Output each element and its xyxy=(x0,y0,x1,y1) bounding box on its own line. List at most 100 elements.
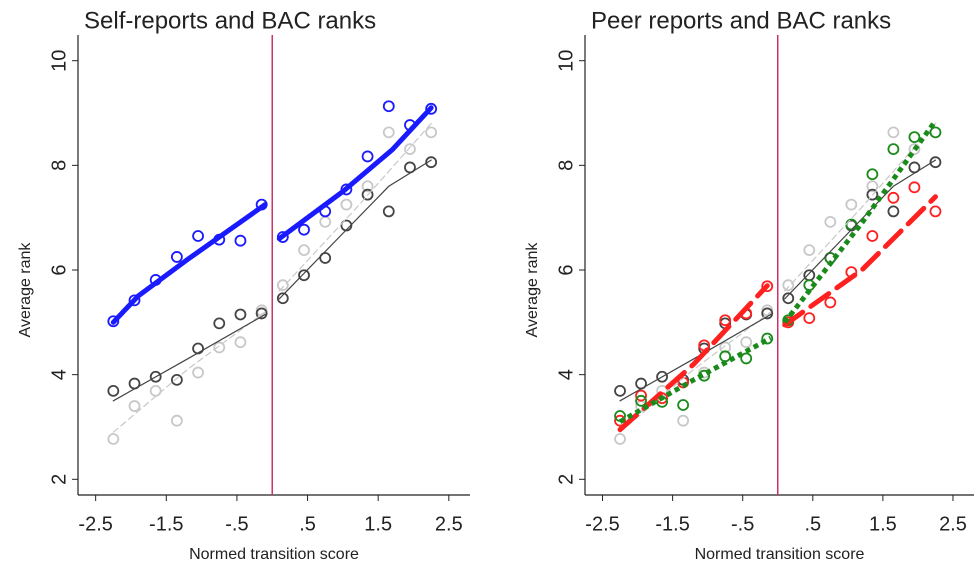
data-point xyxy=(425,126,438,139)
data-point xyxy=(404,143,416,156)
data-point xyxy=(866,188,879,201)
data-point xyxy=(425,102,438,115)
data-point xyxy=(740,352,753,365)
fit-line xyxy=(619,313,772,402)
data-point xyxy=(192,342,204,355)
y-tick-label: 6 xyxy=(555,264,577,275)
x-tick-label: -1.5 xyxy=(655,513,689,535)
data-point xyxy=(761,304,774,317)
x-tick-label: .5 xyxy=(804,513,821,535)
data-point xyxy=(614,384,626,397)
data-point xyxy=(656,370,668,383)
data-point xyxy=(192,230,204,242)
data-point xyxy=(782,292,795,305)
data-point xyxy=(908,143,921,156)
data-point xyxy=(340,183,353,196)
data-point xyxy=(929,205,942,218)
x-tick-label: -2.5 xyxy=(585,513,619,535)
data-point xyxy=(361,180,374,193)
x-tick-label: -.5 xyxy=(731,513,754,535)
y-tick-label: 10 xyxy=(48,50,70,72)
x-axis-label: Normed transition score xyxy=(695,546,865,563)
data-point xyxy=(298,223,310,236)
fit-line xyxy=(782,194,938,328)
data-point xyxy=(298,244,310,257)
data-point xyxy=(107,384,120,397)
data-point xyxy=(887,143,900,156)
data-point xyxy=(635,394,647,407)
fit-line xyxy=(784,122,937,292)
fit-line xyxy=(784,159,937,300)
data-point xyxy=(887,205,900,218)
data-point xyxy=(255,307,268,320)
data-point xyxy=(213,317,226,330)
y-tick-label: 8 xyxy=(48,160,70,171)
chart-title: Peer reports and BAC ranks xyxy=(591,7,891,34)
data-point xyxy=(255,304,268,317)
data-point xyxy=(319,252,332,264)
fit-line xyxy=(112,311,266,433)
data-point xyxy=(887,126,900,139)
data-point xyxy=(887,191,900,204)
data-point xyxy=(361,188,374,201)
data-point xyxy=(677,399,690,411)
y-tick-label: 10 xyxy=(555,50,577,72)
data-point xyxy=(234,308,247,321)
data-point xyxy=(866,180,879,193)
data-point xyxy=(824,215,837,228)
data-point xyxy=(614,433,626,445)
data-point xyxy=(929,126,942,139)
data-point xyxy=(213,341,226,354)
data-point xyxy=(677,414,690,427)
data-point xyxy=(382,126,395,139)
data-point xyxy=(170,251,183,263)
data-point xyxy=(782,279,795,292)
data-point xyxy=(234,234,247,247)
data-point xyxy=(361,150,374,163)
x-tick-label: -2.5 xyxy=(78,513,112,535)
x-tick-label: 1.5 xyxy=(364,513,392,535)
data-point xyxy=(824,296,837,309)
data-point xyxy=(382,205,395,218)
data-point xyxy=(149,370,162,383)
data-point xyxy=(761,307,774,320)
data-point xyxy=(298,269,310,282)
data-point xyxy=(107,433,120,445)
fit-line xyxy=(278,122,432,292)
data-point xyxy=(128,294,141,307)
data-point xyxy=(803,269,816,282)
data-point xyxy=(719,341,732,354)
y-tick-label: 2 xyxy=(555,474,577,485)
x-axis-label: Normed transition score xyxy=(189,546,359,563)
fit-line xyxy=(617,283,770,433)
data-point xyxy=(635,389,647,402)
data-point xyxy=(404,161,416,174)
data-point xyxy=(276,279,289,292)
x-tick-label: -.5 xyxy=(225,513,248,535)
fit-line xyxy=(112,313,266,402)
fit-line xyxy=(618,335,772,424)
fit-line xyxy=(276,105,434,242)
fit-line xyxy=(619,311,772,433)
y-tick-label: 6 xyxy=(48,264,70,275)
data-point xyxy=(319,215,332,228)
fit-line xyxy=(782,119,938,324)
y-axis-label: Average rank xyxy=(17,242,34,338)
data-point xyxy=(149,384,162,397)
data-point xyxy=(845,198,858,211)
data-point xyxy=(107,315,120,328)
data-point xyxy=(234,336,247,349)
data-point xyxy=(761,332,774,345)
x-tick-label: -1.5 xyxy=(149,513,183,535)
fit-line xyxy=(278,159,432,300)
data-point xyxy=(929,156,942,169)
data-point xyxy=(803,312,816,325)
x-tick-label: 1.5 xyxy=(869,513,897,535)
data-point xyxy=(908,161,921,174)
data-point xyxy=(803,244,816,257)
data-point xyxy=(192,366,204,379)
data-point xyxy=(908,181,921,194)
x-tick-label: .5 xyxy=(299,513,316,535)
